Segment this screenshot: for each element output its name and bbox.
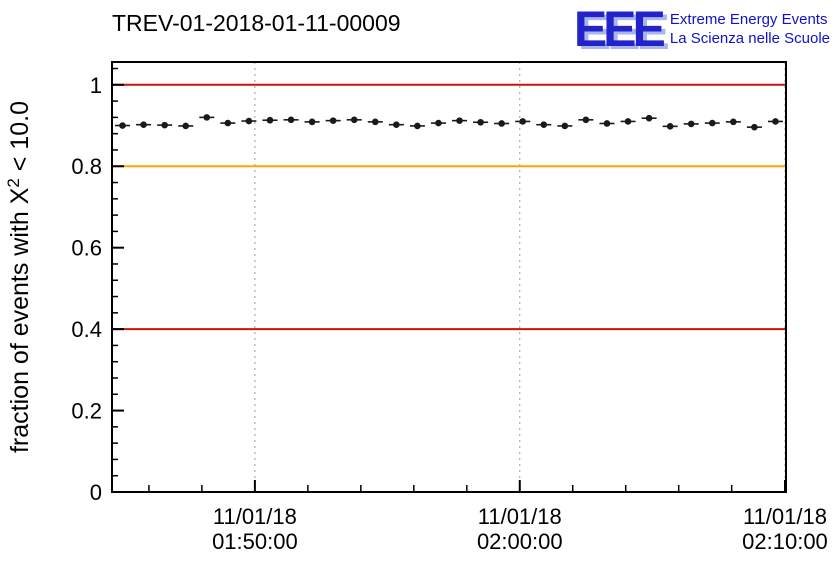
y-tick-label: 0.4	[71, 317, 102, 342]
data-point	[772, 118, 779, 125]
data-point	[666, 123, 674, 130]
data-point	[203, 114, 211, 121]
data-point	[414, 122, 421, 130]
data-point	[329, 117, 337, 124]
data-point	[477, 118, 484, 126]
data-point	[371, 118, 379, 126]
data-point	[582, 116, 590, 124]
chart-title: TREV-01-2018-01-11-00009	[112, 10, 401, 36]
y-tick-label: 1	[90, 73, 102, 98]
x-tick-label-date: 11/01/18	[743, 504, 827, 529]
eee-logo-text: Extreme Energy Events La Scienza nelle S…	[670, 10, 830, 49]
data-point	[498, 120, 505, 127]
data-point	[561, 122, 569, 130]
data-point	[245, 117, 253, 125]
data-point	[456, 117, 463, 124]
eee-logo-mark: EEE	[573, 1, 666, 57]
data-point	[308, 118, 316, 126]
y-tick-label: 0.6	[71, 236, 102, 261]
data-point	[687, 120, 695, 128]
y-tick-label: 0.8	[71, 154, 102, 179]
data-point	[393, 121, 400, 129]
data-point	[266, 116, 274, 124]
y-tick-label: 0	[90, 480, 102, 505]
data-point	[708, 119, 716, 127]
data-point	[645, 114, 653, 122]
data-point	[350, 116, 358, 124]
data-point	[182, 122, 190, 130]
x-tick-label-date: 11/01/18	[478, 504, 562, 529]
data-point	[603, 120, 611, 127]
eee-logo: EEE Extreme Energy Events La Scienza nel…	[574, 4, 830, 54]
data-point	[751, 123, 758, 131]
eee-logo-line2: La Scienza nelle Scuole	[669, 30, 830, 47]
data-point	[224, 119, 232, 127]
y-tick-label: 0.2	[71, 399, 102, 424]
plot-frame	[111, 61, 787, 493]
data-point	[161, 121, 168, 129]
data-point	[435, 119, 442, 127]
x-tick-label-date: 11/01/18	[213, 504, 297, 529]
data-point	[624, 118, 632, 125]
data-point	[287, 116, 295, 124]
y-axis-label: fraction of events with X2 < 10.0	[4, 101, 34, 453]
x-tick-label-time: 01:50:00	[212, 529, 298, 554]
data-point	[730, 118, 737, 126]
data-point	[540, 121, 548, 129]
data-point	[519, 118, 527, 125]
data-point	[119, 122, 126, 129]
eee-logo-line1: Extreme Energy Events	[669, 10, 828, 28]
x-tick-label-time: 02:00:00	[477, 529, 563, 554]
data-point	[140, 121, 147, 129]
x-tick-label-time: 02:10:00	[742, 529, 828, 554]
